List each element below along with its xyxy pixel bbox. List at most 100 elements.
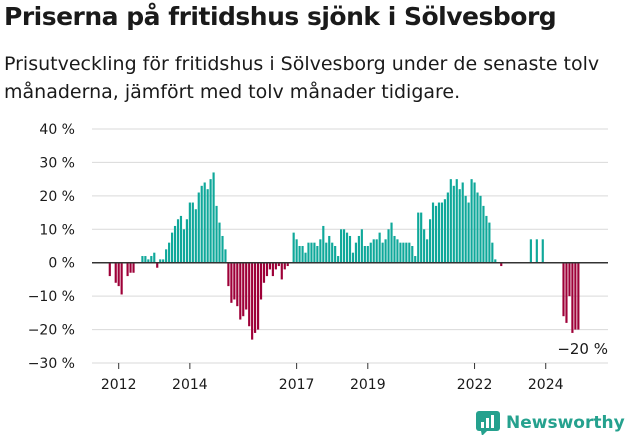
bar bbox=[259, 262, 263, 300]
bar bbox=[132, 262, 135, 273]
y-tick-label: 10 % bbox=[39, 222, 75, 238]
bars bbox=[108, 172, 580, 340]
bar bbox=[363, 246, 366, 263]
bar bbox=[254, 262, 257, 333]
bar bbox=[440, 202, 444, 263]
bar bbox=[200, 185, 203, 263]
bar bbox=[541, 239, 544, 263]
bar bbox=[381, 242, 384, 263]
bar bbox=[239, 262, 242, 320]
bar bbox=[147, 259, 150, 263]
bar bbox=[351, 252, 355, 263]
bar bbox=[265, 262, 269, 277]
bar bbox=[162, 259, 165, 263]
bar bbox=[168, 242, 171, 263]
bar bbox=[411, 246, 414, 263]
bar bbox=[301, 246, 304, 263]
bar bbox=[117, 262, 120, 287]
bar bbox=[529, 239, 532, 263]
bar bbox=[485, 215, 488, 263]
bar bbox=[491, 242, 494, 263]
y-tick-label: −30 % bbox=[28, 356, 75, 372]
bar bbox=[387, 229, 390, 263]
bar bbox=[319, 239, 322, 263]
bar bbox=[242, 262, 245, 317]
bar bbox=[325, 242, 328, 263]
bar bbox=[423, 229, 426, 263]
brand-name: Newsworthy bbox=[506, 413, 625, 433]
x-tick-label: 2017 bbox=[279, 377, 315, 393]
bar bbox=[342, 229, 346, 263]
bar bbox=[313, 242, 316, 263]
bar bbox=[185, 219, 188, 263]
y-tick-label: 40 % bbox=[39, 122, 75, 138]
bar bbox=[494, 259, 497, 263]
bar bbox=[126, 262, 129, 277]
y-tick-label: 0 % bbox=[48, 256, 75, 272]
bar bbox=[245, 262, 248, 310]
bar bbox=[482, 205, 485, 263]
bar bbox=[372, 239, 375, 263]
latest-value-annotation: −20 % bbox=[557, 340, 608, 358]
x-tick-label: 2019 bbox=[350, 377, 386, 393]
bar bbox=[310, 242, 313, 263]
bar bbox=[393, 235, 396, 263]
bar bbox=[203, 182, 206, 263]
bar bbox=[452, 185, 455, 263]
x-tick-label: 2014 bbox=[172, 377, 208, 393]
bar bbox=[268, 262, 272, 270]
x-tick-label: 2012 bbox=[101, 377, 137, 393]
bar bbox=[280, 262, 283, 280]
bar bbox=[417, 212, 420, 263]
bar bbox=[114, 262, 117, 283]
bar bbox=[414, 256, 417, 263]
bar bbox=[227, 262, 230, 287]
bar bbox=[120, 262, 123, 295]
bar bbox=[129, 262, 132, 273]
y-tick-label: −10 % bbox=[28, 289, 75, 305]
bar bbox=[188, 202, 191, 263]
bar bbox=[565, 262, 568, 323]
bar bbox=[221, 235, 224, 263]
bar bbox=[150, 256, 153, 263]
x-axis-labels: 2012 2014 2017 2019 2022 2024 bbox=[101, 363, 564, 393]
gridlines bbox=[92, 128, 608, 364]
bar bbox=[402, 242, 405, 263]
bar bbox=[153, 252, 156, 263]
bar bbox=[449, 179, 452, 263]
bar bbox=[357, 235, 360, 263]
bar bbox=[431, 202, 435, 263]
bar bbox=[176, 219, 180, 263]
bar bbox=[574, 262, 577, 330]
bar bbox=[173, 225, 177, 263]
bar bbox=[408, 242, 411, 263]
bar bbox=[274, 262, 277, 270]
bar bbox=[156, 262, 159, 268]
bar bbox=[568, 262, 571, 297]
bar bbox=[378, 232, 381, 263]
bar bbox=[194, 209, 197, 263]
bar bbox=[337, 256, 340, 263]
bar bbox=[562, 262, 565, 317]
bar bbox=[464, 195, 467, 263]
bar bbox=[467, 202, 470, 263]
bar bbox=[473, 182, 476, 263]
x-tick-label: 2024 bbox=[528, 377, 564, 393]
bar bbox=[571, 262, 574, 333]
newsworthy-logo: Newsworthy bbox=[476, 410, 625, 436]
bar bbox=[262, 262, 266, 283]
bar bbox=[446, 192, 449, 263]
bar bbox=[159, 259, 162, 263]
bar bbox=[292, 232, 295, 263]
bar bbox=[399, 242, 402, 263]
chart-title: Priserna på fritidshus sjönk i Sölvesbor… bbox=[4, 2, 557, 31]
bar bbox=[428, 219, 432, 263]
bar bbox=[256, 262, 260, 330]
y-axis-labels: 40 % 30 % 20 % 10 % 0 % −10 % −20 % −30 % bbox=[28, 122, 75, 372]
bar bbox=[390, 222, 393, 263]
bar bbox=[283, 262, 286, 270]
bar bbox=[345, 232, 349, 263]
bar bbox=[443, 199, 446, 263]
bar bbox=[218, 222, 221, 263]
